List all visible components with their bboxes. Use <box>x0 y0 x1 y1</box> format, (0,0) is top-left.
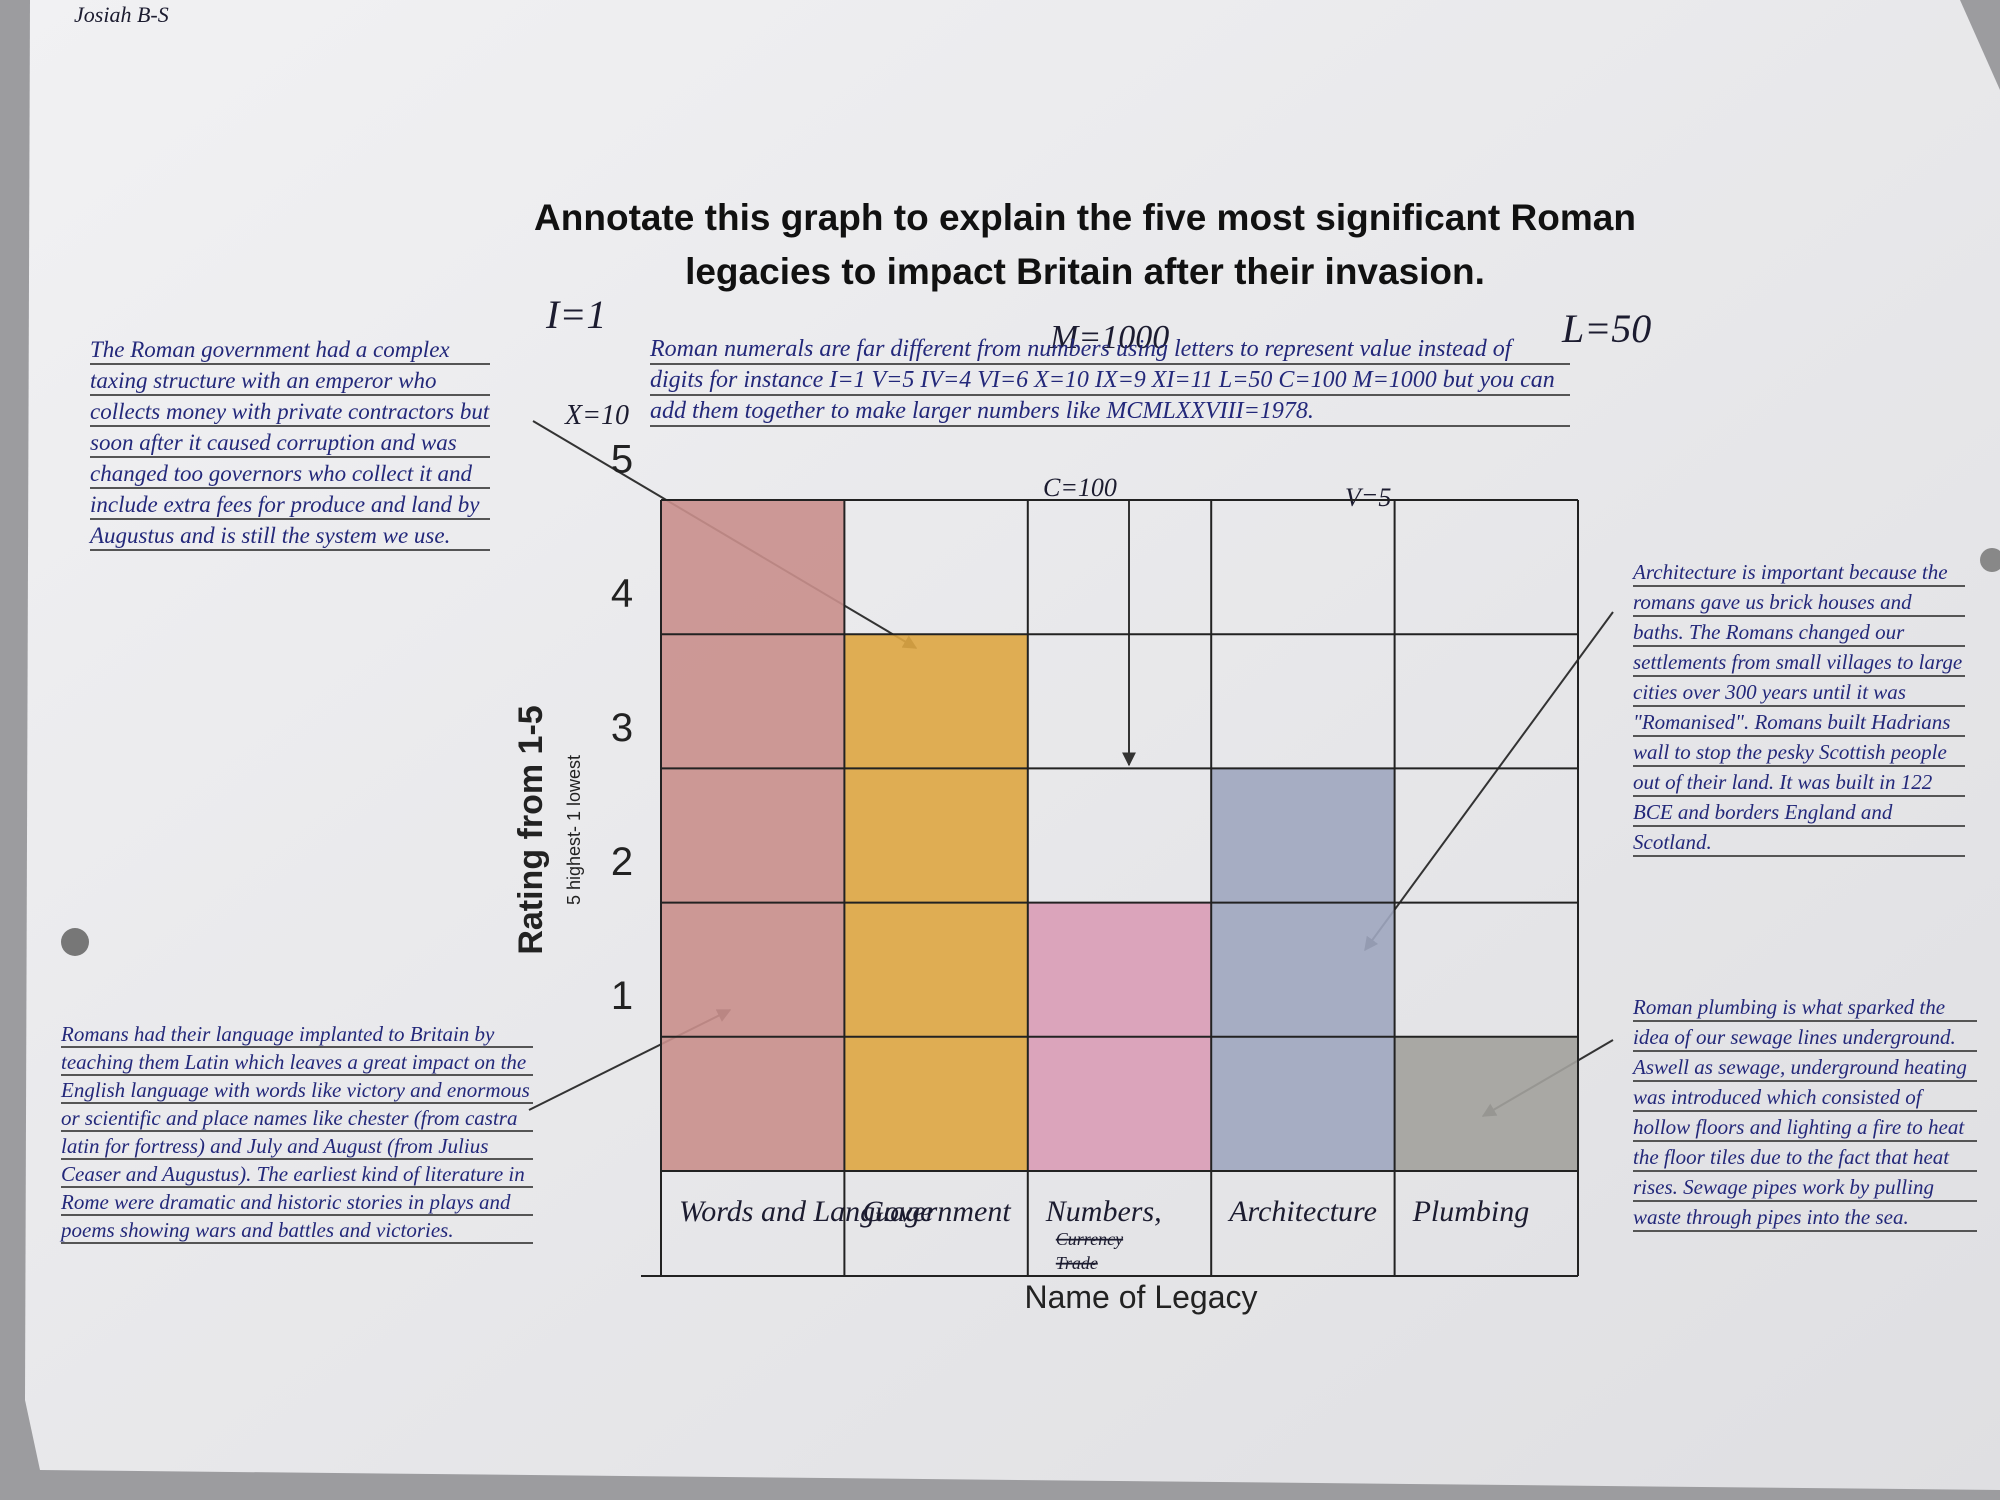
y-tick-label: 3 <box>611 706 633 750</box>
numeral-note: V=5 <box>1345 483 1391 512</box>
x-tick-label: Numbers, <box>1045 1195 1162 1228</box>
punch-hole <box>1980 548 2000 572</box>
y-tick-label: 4 <box>611 572 633 616</box>
x-tick-label: Architecture <box>1227 1195 1377 1228</box>
student-name: Josiah B-S <box>74 2 169 27</box>
chart-title: Annotate this graph to explain the five … <box>534 197 1636 238</box>
arrow <box>1364 611 1614 952</box>
numeral-note: X=10 <box>564 400 629 431</box>
y-axis-sublabel: 5 highest- 1 lowest <box>564 755 584 905</box>
struck-label: Currency <box>1056 1229 1123 1249</box>
annotation: Romans had their language implanted to B… <box>61 1020 533 1244</box>
y-tick-label: 1 <box>611 974 633 1018</box>
bar <box>1394 1036 1578 1171</box>
punch-hole <box>61 928 89 956</box>
x-tick-label: Words and Language <box>679 1195 933 1228</box>
y-axis-label: Rating from 1-5 <box>512 705 550 954</box>
x-axis-label: Name of Legacy <box>1024 1279 1257 1315</box>
annotation: Roman numerals are far different from nu… <box>650 334 1570 427</box>
chart-title: legacies to impact Britain after their i… <box>685 251 1485 292</box>
x-tick-label: Government <box>862 1195 1011 1228</box>
bar <box>661 500 845 1171</box>
bar <box>1211 768 1395 1171</box>
struck-label: Trade <box>1056 1253 1098 1273</box>
annotation: The Roman government had a complex taxin… <box>90 334 490 551</box>
numeral-note: L=50 <box>1561 306 1651 351</box>
annotation: Architecture is important because the ro… <box>1633 557 1965 857</box>
x-tick-label: Plumbing <box>1412 1195 1530 1228</box>
numeral-note: C=100 <box>1043 473 1117 502</box>
annotation: Roman plumbing is what sparked the idea … <box>1633 992 1977 1232</box>
numeral-note: I=1 <box>545 292 606 337</box>
y-tick-label: 5 <box>611 437 633 481</box>
y-tick-label: 2 <box>611 840 633 884</box>
